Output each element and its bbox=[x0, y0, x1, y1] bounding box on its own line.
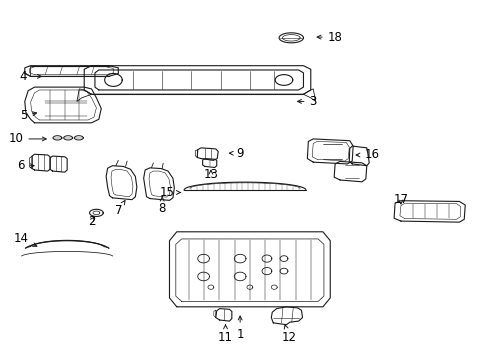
Text: 6: 6 bbox=[17, 159, 34, 172]
Text: 12: 12 bbox=[281, 325, 296, 345]
Text: 16: 16 bbox=[356, 148, 379, 162]
Text: 7: 7 bbox=[115, 201, 125, 217]
Text: 9: 9 bbox=[229, 147, 244, 160]
Text: 1: 1 bbox=[236, 316, 244, 341]
Text: 10: 10 bbox=[8, 132, 46, 145]
Text: 11: 11 bbox=[218, 325, 233, 345]
Text: 14: 14 bbox=[13, 233, 37, 246]
Text: 15: 15 bbox=[160, 186, 180, 199]
Text: 3: 3 bbox=[297, 95, 317, 108]
Text: 8: 8 bbox=[158, 197, 166, 215]
Text: 17: 17 bbox=[393, 193, 408, 206]
Text: 2: 2 bbox=[88, 215, 95, 228]
Text: 13: 13 bbox=[203, 168, 219, 181]
Text: 4: 4 bbox=[20, 70, 41, 83]
Text: 5: 5 bbox=[20, 109, 37, 122]
Text: 18: 18 bbox=[317, 31, 343, 44]
